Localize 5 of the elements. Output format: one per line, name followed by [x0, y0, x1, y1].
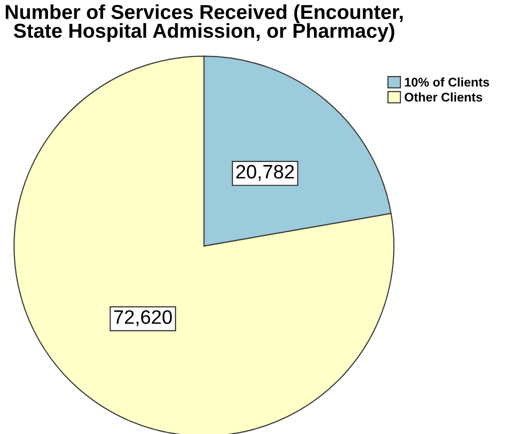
- chart-title: Number of Services Received (Encounter, State Hospital Admission, or Pharmacy): [6, 4, 403, 42]
- legend-label: Other Clients: [404, 92, 482, 102]
- data-label: 20,782: [236, 164, 294, 181]
- data-label: 72,620: [114, 310, 172, 326]
- legend-label: 10% of Clients: [404, 77, 490, 87]
